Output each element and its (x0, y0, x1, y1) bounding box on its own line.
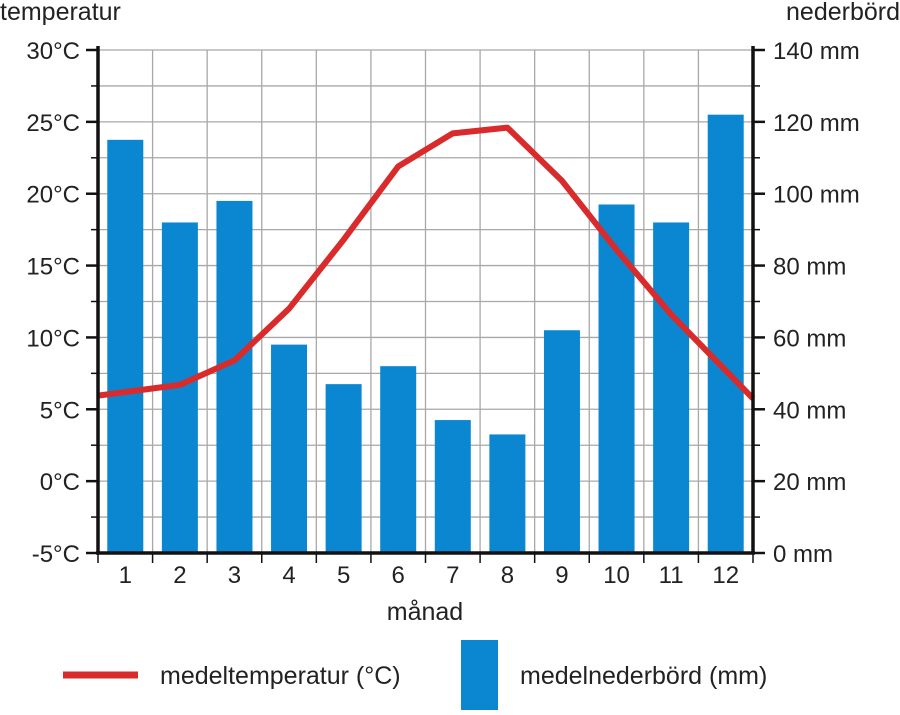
x-tick-label: 3 (228, 562, 241, 589)
left-tick-label: 20°C (26, 182, 80, 209)
left-tick-label: 15°C (26, 254, 80, 281)
left-tick-label: 30°C (26, 38, 80, 65)
x-tick-label: 2 (173, 562, 186, 589)
x-tick-label: 8 (501, 562, 514, 589)
x-tick-label: 10 (603, 562, 630, 589)
right-tick-label: 0 mm (773, 541, 833, 568)
precipitation-bar (653, 222, 689, 553)
precipitation-bar (326, 384, 362, 553)
right-tick-label: 100 mm (773, 182, 860, 209)
legend: medeltemperatur (°C) medelnederbörd (mm) (63, 640, 767, 710)
precipitation-bar (435, 420, 471, 553)
right-tick-label: 140 mm (773, 38, 860, 65)
x-tick-label: 9 (555, 562, 568, 589)
right-tick-label: 120 mm (773, 110, 860, 137)
x-tick-label: 1 (119, 562, 132, 589)
x-tick-label: 12 (712, 562, 739, 589)
legend-bar-swatch (461, 640, 498, 710)
x-tick-label: 11 (659, 562, 684, 589)
precipitation-bar (216, 201, 252, 553)
x-tick-label: 4 (282, 562, 295, 589)
precipitation-bar (107, 140, 143, 553)
right-tick-label: 80 mm (773, 254, 846, 281)
precipitation-bar (708, 115, 744, 553)
left-tick-label: 10°C (26, 325, 80, 352)
right-tick-label: 60 mm (773, 325, 846, 352)
precipitation-bar (544, 330, 580, 553)
precipitation-bar (271, 345, 307, 553)
x-tick-label: 7 (446, 562, 459, 589)
left-tick-label: 5°C (40, 397, 80, 424)
left-tick-label: 25°C (26, 110, 80, 137)
legend-label-temperature: medeltemperatur (°C) (160, 662, 401, 690)
right-tick-label: 20 mm (773, 469, 846, 496)
legend-label-precipitation: medelnederbörd (mm) (520, 662, 767, 690)
x-tick-label: 6 (392, 562, 405, 589)
left-tick-label: -5°C (32, 541, 80, 568)
precipitation-bar (380, 366, 416, 553)
right-tick-label: 40 mm (773, 397, 846, 424)
x-tick-label: 5 (337, 562, 350, 589)
precipitation-bar (489, 434, 525, 553)
left-axis-label: temperatur (0, 0, 121, 26)
left-tick-label: 0°C (40, 469, 80, 496)
precipitation-bar (599, 204, 635, 553)
right-axis-label: nederbörd (786, 0, 900, 26)
x-axis-label: månad (387, 598, 463, 626)
